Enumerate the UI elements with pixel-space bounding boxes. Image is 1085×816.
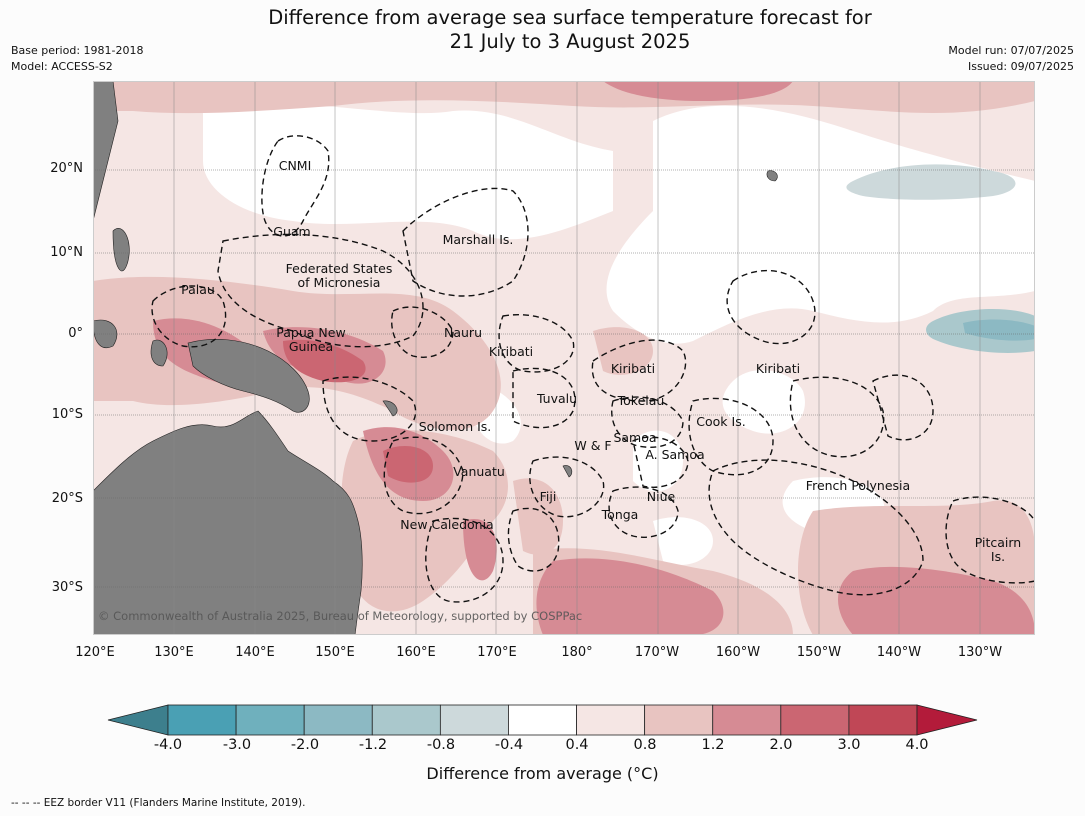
- map-title: Difference from average sea surface temp…: [170, 6, 970, 54]
- cbar-tick: 3.0: [837, 737, 861, 753]
- model-name: Model: ACCESS-S2: [11, 60, 113, 73]
- lon-180: 180°: [561, 645, 593, 660]
- lat-10s: 10°S: [51, 407, 83, 422]
- cbar-tick: 4.0: [905, 737, 929, 753]
- colorbar-cell: [439, 704, 509, 736]
- region-labels: CNMI Guam Marshall Is. Federated States …: [181, 158, 1021, 564]
- lon-150e: 150°E: [315, 645, 355, 660]
- lon-170w: 170°W: [634, 645, 680, 660]
- colorbar-cell: [712, 704, 782, 736]
- cbar-tick: 0.4: [565, 737, 589, 753]
- label-guam: Guam: [273, 224, 310, 239]
- lon-140e: 140°E: [235, 645, 275, 660]
- meta-left: Base period: 1981-2018 Model: ACCESS-S2: [11, 43, 143, 75]
- lat-10n: 10°N: [50, 245, 83, 260]
- label-wf: W & F: [574, 438, 611, 453]
- very-warm-areas: [283, 339, 433, 483]
- meta-right: Model run: 07/07/2025 Issued: 09/07/2025: [948, 43, 1074, 75]
- label-kiribati-central: Kiribati: [611, 361, 655, 376]
- colorbar-over-arrow: [916, 704, 978, 736]
- label-samoa: Samoa: [613, 430, 656, 445]
- colorbar-cell: [576, 704, 646, 736]
- label-pitcairn-1: Pitcairn: [975, 535, 1021, 550]
- label-niue: Niue: [647, 489, 676, 504]
- label-asamoa: A. Samoa: [645, 447, 704, 462]
- graticule: [173, 81, 981, 635]
- label-tuvalu: Tuvalu: [536, 391, 577, 406]
- colorbar-cell: [508, 704, 577, 736]
- cbar-tick: 2.0: [769, 737, 793, 753]
- label-fiji: Fiji: [540, 489, 557, 504]
- colorbar-title: Difference from average (°C): [426, 764, 659, 783]
- label-fsm-2: of Micronesia: [298, 275, 381, 290]
- cool-anomaly-areas: [846, 164, 1035, 353]
- colorbar: [107, 704, 978, 736]
- label-new-caledonia: New Caledonia: [400, 517, 493, 532]
- cbar-tick: -0.8: [426, 737, 456, 753]
- model-run: Model run: 07/07/2025: [948, 44, 1074, 57]
- lon-120e: 120°E: [75, 645, 115, 660]
- label-tonga: Tonga: [601, 507, 639, 522]
- label-marshall: Marshall Is.: [443, 232, 514, 247]
- label-tokelau: Tokelau: [617, 393, 665, 408]
- colorbar-cell: [780, 704, 850, 736]
- label-fsm-1: Federated States: [286, 261, 393, 276]
- base-period: Base period: 1981-2018: [11, 44, 144, 57]
- cbar-tick: -4.0: [153, 737, 183, 753]
- label-vanuatu: Vanuatu: [453, 464, 505, 479]
- colorbar-cell: [644, 704, 714, 736]
- lon-160w: 160°W: [715, 645, 761, 660]
- cbar-tick: -3.0: [222, 737, 252, 753]
- label-pitcairn-2: Is.: [991, 549, 1005, 564]
- colorbar-cell: [235, 704, 305, 736]
- cbar-tick: -0.4: [494, 737, 524, 753]
- label-cook: Cook Is.: [696, 414, 745, 429]
- colorbar-cell: [371, 704, 441, 736]
- lat-20n: 20°N: [50, 161, 83, 176]
- cbar-tick: 0.8: [633, 737, 657, 753]
- eez-footnote: -- -- -- EEZ border V11 (Flanders Marine…: [11, 797, 306, 809]
- map-svg: CNMI Guam Marshall Is. Federated States …: [93, 81, 1035, 635]
- copyright-notice: © Commonwealth of Australia 2025, Bureau…: [98, 609, 583, 623]
- colorbar-cells: [167, 704, 918, 736]
- label-cnmi: CNMI: [279, 158, 312, 173]
- land-masses: [93, 81, 778, 635]
- issued-date: Issued: 09/07/2025: [967, 60, 1074, 73]
- lon-140w: 140°W: [876, 645, 922, 660]
- lat-0: 0°: [68, 326, 83, 341]
- lat-20s: 20°S: [51, 491, 83, 506]
- label-kiribati-east: Kiribati: [756, 361, 800, 376]
- label-palau: Palau: [181, 282, 215, 297]
- lon-130e: 130°E: [154, 645, 194, 660]
- lon-150w: 150°W: [796, 645, 842, 660]
- title-line-2: 21 July to 3 August 2025: [449, 30, 691, 53]
- cbar-tick: 1.2: [701, 737, 725, 753]
- lon-170e: 170°E: [477, 645, 517, 660]
- colorbar-under-arrow: [107, 704, 169, 736]
- colorbar-cell: [848, 704, 918, 736]
- lon-130w: 130°W: [957, 645, 1003, 660]
- map-area: CNMI Guam Marshall Is. Federated States …: [93, 81, 1035, 635]
- map-frame: [93, 81, 1035, 635]
- latitude-lines: [93, 169, 1035, 588]
- eez-borders: [151, 135, 1035, 603]
- label-solomon: Solomon Is.: [419, 419, 492, 434]
- cbar-tick: -1.2: [358, 737, 388, 753]
- label-png-1: Papua New: [276, 325, 345, 340]
- label-nauru: Nauru: [444, 325, 482, 340]
- cbar-tick: -2.0: [290, 737, 320, 753]
- label-png-2: Guinea: [289, 339, 333, 354]
- lat-30s: 30°S: [51, 580, 83, 595]
- colorbar-cell: [167, 704, 237, 736]
- label-french-polynesia: French Polynesia: [806, 478, 910, 493]
- lon-160e: 160°E: [396, 645, 436, 660]
- label-kiribati-west: Kiribati: [489, 344, 533, 359]
- colorbar-cell: [303, 704, 373, 736]
- title-line-1: Difference from average sea surface temp…: [268, 6, 872, 29]
